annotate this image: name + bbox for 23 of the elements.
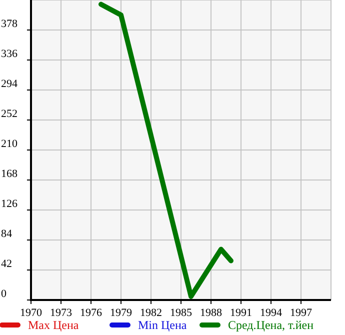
legend-label: Сред.Цена, т.йен — [228, 318, 314, 332]
x-tick-label: 1985 — [170, 307, 192, 319]
x-tick-label: 1988 — [200, 307, 222, 319]
y-tick-label: 210 — [1, 138, 18, 150]
legend-label: Max Цена — [28, 318, 80, 332]
x-tick-label: 1976 — [80, 307, 102, 319]
y-tick-label: 336 — [1, 48, 18, 60]
x-tick-label: 1982 — [140, 307, 162, 319]
x-tick-label: 1991 — [230, 307, 252, 319]
y-tick-label: 42 — [1, 258, 12, 270]
legend-label: Min Цена — [138, 318, 188, 332]
x-tick-label: 1994 — [260, 307, 282, 319]
x-tick-label: 1970 — [20, 307, 42, 319]
x-tick-label: 1979 — [110, 307, 132, 319]
x-tick-label: 1997 — [290, 307, 312, 319]
x-tick-label: 1973 — [50, 307, 72, 319]
y-tick-label: 126 — [1, 198, 18, 210]
y-tick-label: 294 — [1, 78, 18, 90]
y-tick-label: 252 — [1, 108, 18, 120]
y-tick-label: 378 — [1, 18, 18, 30]
y-tick-label: 168 — [1, 168, 18, 180]
y-tick-label: 0 — [1, 288, 7, 300]
y-tick-label: 84 — [1, 228, 12, 240]
